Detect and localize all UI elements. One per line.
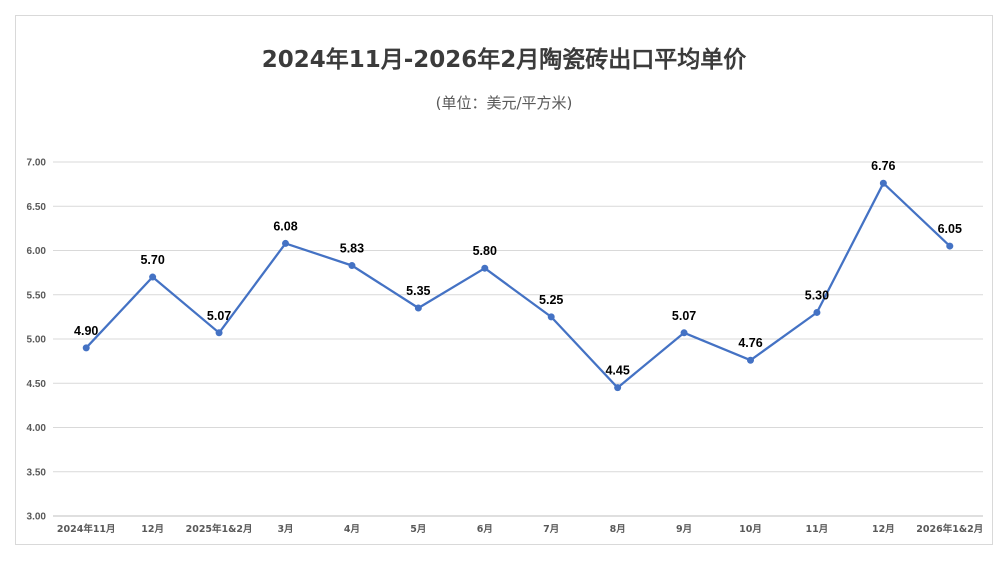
chart-subtitle: (单位：美元/平方米): [435, 94, 573, 112]
x-tick-label: 2025年1&2月: [186, 523, 253, 535]
y-tick-label: 3.50: [27, 467, 47, 478]
data-label: 5.35: [406, 284, 430, 298]
x-tick-label: 3月: [277, 524, 293, 535]
data-point: [414, 304, 422, 312]
x-tick-label: 9月: [676, 524, 692, 535]
data-label: 5.30: [805, 288, 829, 302]
data-point: [348, 262, 356, 270]
x-tick-label: 7月: [543, 524, 559, 535]
x-tick-label: 6月: [477, 524, 493, 535]
x-tick-label: 2024年11月: [57, 523, 116, 535]
series-line: [85, 182, 951, 389]
data-label: 6.08: [273, 219, 297, 233]
data-label: 5.07: [207, 309, 231, 323]
x-tick-label: 5月: [410, 524, 426, 535]
y-tick-label: 6.50: [27, 202, 47, 213]
data-point: [813, 308, 821, 316]
y-tick-label: 5.50: [27, 290, 47, 301]
data-label: 5.07: [672, 309, 696, 323]
x-tick-label: 2026年1&2月: [916, 523, 983, 535]
data-label: 5.70: [140, 253, 164, 267]
data-point: [547, 313, 555, 321]
data-point: [614, 384, 622, 392]
data-point: [481, 264, 489, 272]
data-point: [946, 242, 954, 250]
y-tick-label: 5.00: [27, 335, 47, 346]
data-point: [82, 344, 90, 352]
x-tick-label: 10月: [739, 524, 762, 535]
x-tick-label: 4月: [344, 524, 360, 535]
data-point: [149, 273, 157, 281]
data-point: [282, 239, 289, 247]
data-point: [747, 356, 754, 364]
chart-area: [15, 15, 993, 545]
y-tick-label: 3.00: [27, 512, 47, 523]
data-label: 4.45: [605, 364, 629, 378]
x-tick-label: 11月: [806, 524, 829, 535]
data-label: 6.76: [871, 159, 895, 173]
y-tick-label: 4.50: [27, 379, 47, 390]
data-point: [215, 329, 223, 337]
data-point: [680, 329, 688, 337]
data-point: [879, 179, 887, 187]
data-label: 6.05: [938, 222, 962, 236]
chart-title: 2024年11月-2026年2月陶瓷砖出口平均单价: [261, 47, 747, 73]
data-label: 5.25: [539, 293, 563, 307]
x-tick-label: 8月: [610, 524, 626, 535]
x-tick-label: 12月: [141, 524, 164, 535]
y-tick-label: 4.00: [27, 423, 47, 434]
y-tick-label: 7.00: [27, 158, 47, 169]
data-label: 5.83: [340, 242, 364, 256]
x-tick-label: 12月: [872, 524, 895, 535]
data-label: 4.90: [74, 324, 98, 338]
data-label: 4.76: [738, 336, 762, 350]
y-tick-label: 6.00: [27, 246, 47, 257]
data-label: 5.80: [473, 244, 497, 258]
